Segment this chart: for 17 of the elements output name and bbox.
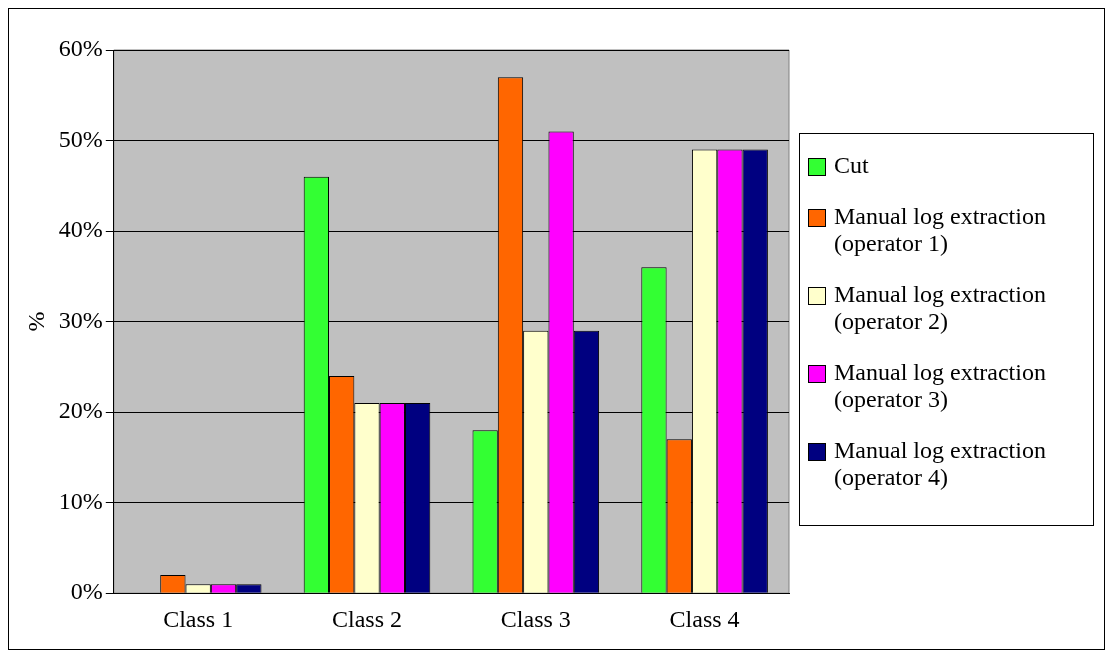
x-tick-label: Class 4 bbox=[669, 605, 740, 632]
legend-label: Manual log extraction (operator 3) bbox=[834, 358, 1047, 413]
y-tick-label: 50% bbox=[58, 125, 103, 152]
y-tick-label: 20% bbox=[58, 397, 103, 424]
y-tick-label: 30% bbox=[58, 306, 103, 333]
legend-label: Manual log extraction (operator 2) bbox=[834, 280, 1047, 335]
y-axis-title: % bbox=[22, 311, 49, 332]
y-tick-label: 60% bbox=[58, 35, 103, 62]
legend-label: Manual log extraction (operator 4) bbox=[834, 436, 1047, 491]
legend-label: Manual log extraction (operator 1) bbox=[834, 202, 1047, 257]
y-tick-label: 40% bbox=[58, 216, 103, 243]
x-tick-label: Class 1 bbox=[163, 605, 234, 632]
y-tick-label: 0% bbox=[70, 578, 103, 605]
legend-label: Cut bbox=[834, 151, 869, 179]
x-tick-label: Class 3 bbox=[500, 605, 571, 632]
x-tick-label: Class 2 bbox=[331, 605, 402, 632]
y-tick-label: 10% bbox=[58, 487, 103, 514]
